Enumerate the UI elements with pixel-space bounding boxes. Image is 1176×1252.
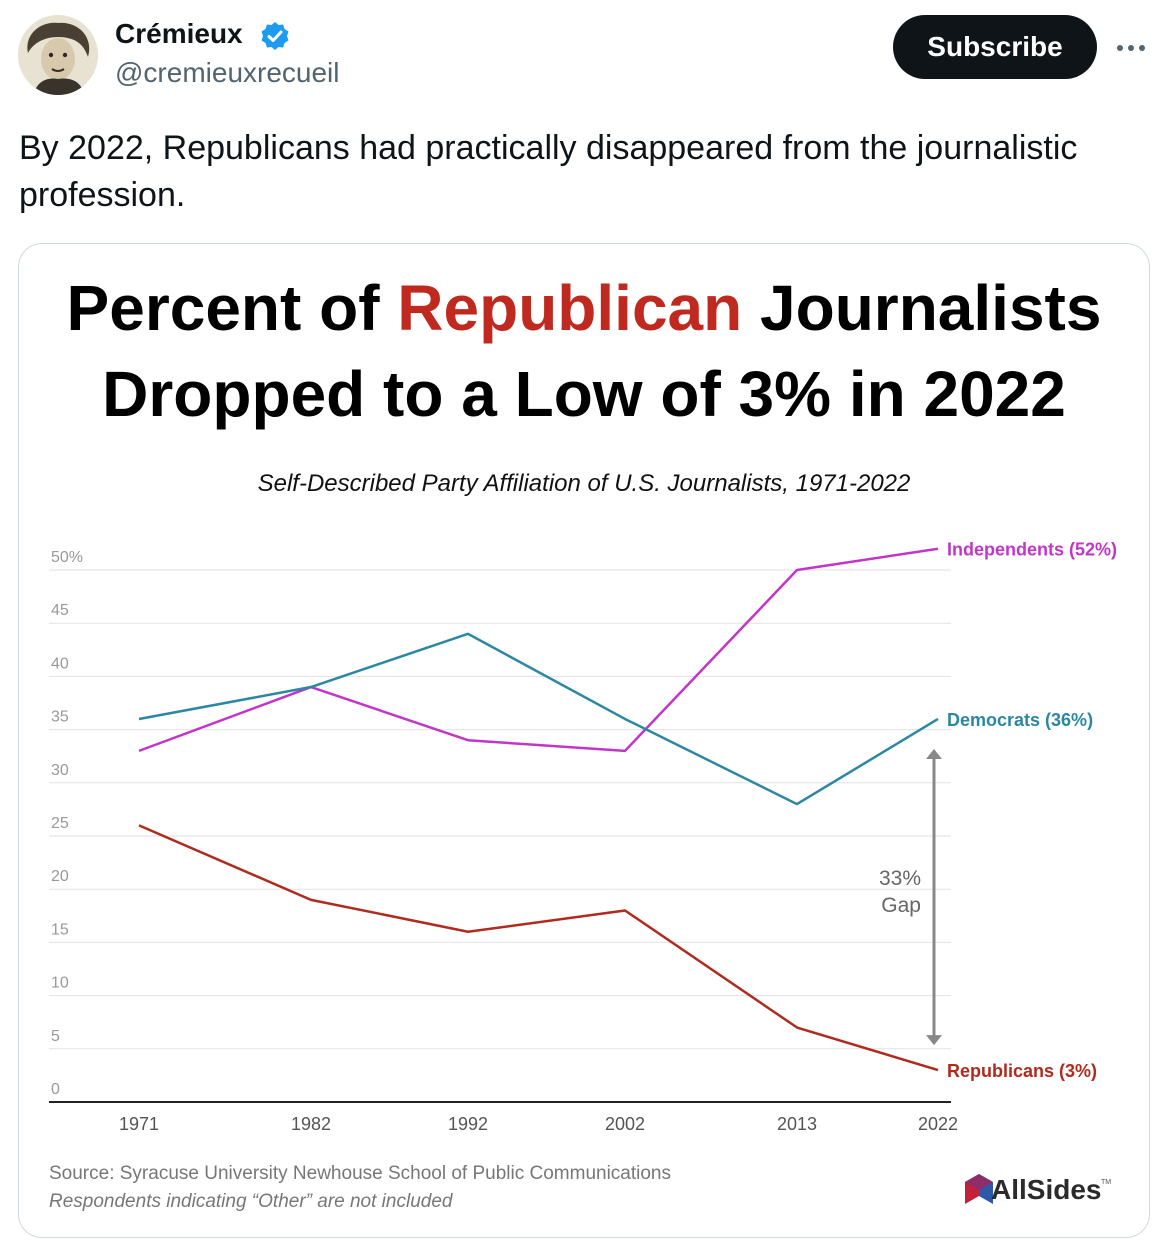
chart-title-line1: Percent of Republican Journalists [67,272,1102,344]
source-text: Source: Syracuse University Newhouse Sch… [49,1163,671,1184]
y-tick-label: 15 [51,921,69,938]
y-tick-label: 5 [51,1028,60,1045]
tweet-text: By 2022, Republicans had practically dis… [19,129,1078,214]
author-display-name[interactable]: Crémieux [115,18,243,49]
x-tick-label: 1982 [291,1114,331,1134]
author-handle[interactable]: @cremieuxrecueil [115,57,340,88]
more-horizontal-icon[interactable] [1113,30,1149,66]
independents-series-line [138,547,939,753]
chart-subtitle: Self-Described Party Affiliation of U.S.… [258,470,911,497]
y-tick-label: 40 [51,655,69,672]
y-tick-label: 35 [51,709,69,726]
x-tick-label: 1992 [448,1114,488,1134]
note-text: Respondents indicating “Other” are not i… [49,1191,454,1212]
independents-series-label: Independents (52%) [947,540,1117,560]
gap-arrow-head-up [926,748,942,759]
allsides-logo-icon [965,1174,993,1204]
x-tick-label: 2013 [777,1114,817,1134]
line-chart: Percent of Republican Journalists Droppe… [49,272,1117,1212]
y-tick-label: 45 [51,602,69,619]
gap-arrow-head-down [926,1035,942,1046]
chart-title-line2: Dropped to a Low of 3% in 2022 [102,358,1066,430]
x-tick-label: 2022 [918,1114,958,1134]
avatar[interactable] [18,15,98,95]
verified-badge-icon [259,20,291,52]
y-tick-label: 10 [51,975,69,992]
gap-annotation-line2: Gap [881,894,921,917]
y-tick-label: 0 [51,1081,60,1098]
x-tick-label: 1971 [119,1114,159,1134]
y-tick-label: 25 [51,815,69,832]
republicans-series-line [138,824,939,1072]
gap-annotation-line1: 33% [879,867,921,890]
subscribe-button[interactable]: Subscribe [893,15,1097,79]
y-tick-label: 30 [51,762,69,779]
republicans-series-label: Republicans (3%) [947,1061,1097,1081]
y-tick-label: 20 [51,868,69,885]
y-tick-label: 50% [51,549,83,566]
allsides-logo-text: AllSides [991,1174,1101,1205]
democrats-series-label: Democrats (36%) [947,710,1093,730]
chart-card[interactable]: Percent of Republican Journalists Droppe… [18,243,1150,1238]
democrats-series-line [138,632,939,806]
allsides-logo: AllSides TM [965,1174,1111,1205]
x-tick-label: 2002 [605,1114,645,1134]
allsides-logo-tm: TM [1101,1179,1111,1186]
